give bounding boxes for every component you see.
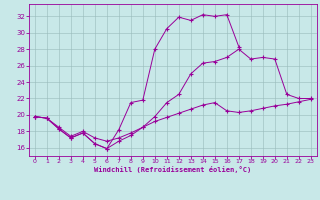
X-axis label: Windchill (Refroidissement éolien,°C): Windchill (Refroidissement éolien,°C) (94, 166, 252, 173)
